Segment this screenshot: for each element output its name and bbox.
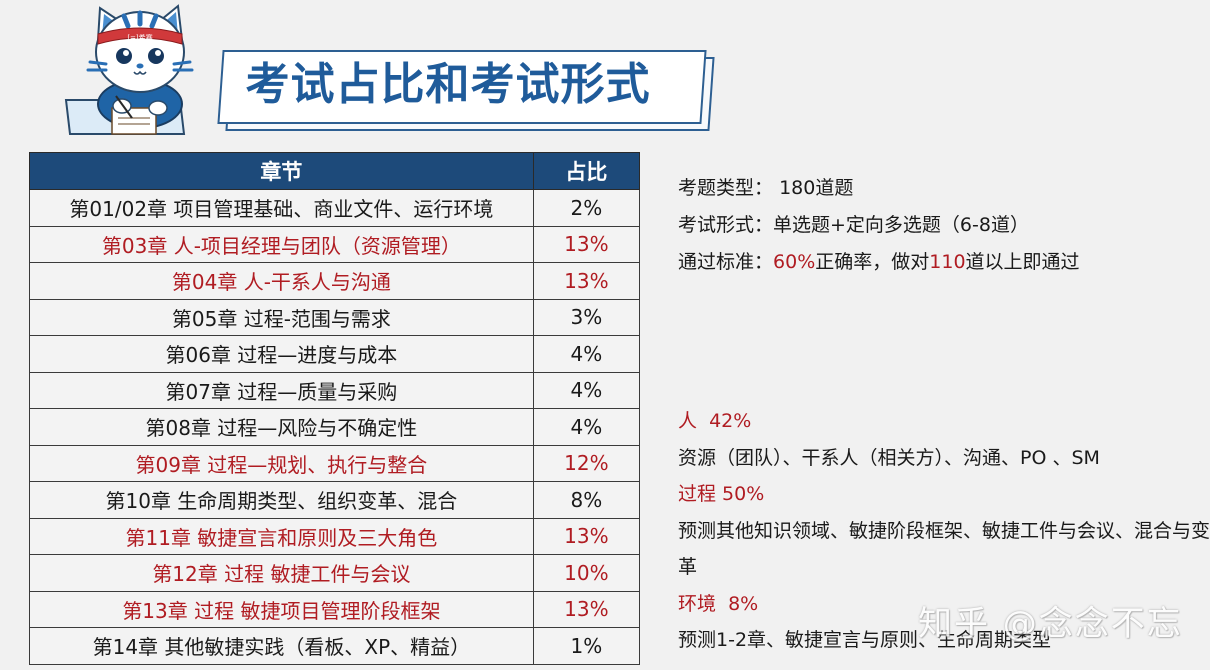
domain-desc-process: 预测其他知识领域、敏捷阶段框架、敏捷工件与会议、混合与变革 <box>678 519 1210 579</box>
table-row: 第13章 过程 敏捷项目管理阶段框架 13% <box>29 590 641 628</box>
percent-cell: 8% <box>532 481 641 519</box>
percent-cell: 3% <box>532 298 641 336</box>
percent-cell: 4% <box>532 408 641 446</box>
table-row: 第14章 其他敏捷实践（看板、XP、精益） 1% <box>29 627 641 665</box>
domain-heading-people: 人 42% <box>678 410 752 432</box>
table-row: 第05章 过程-范围与需求 3% <box>29 298 641 336</box>
chapter-cell: 第12章 过程 敏捷工件与会议 <box>29 554 534 592</box>
percent-cell: 10% <box>532 554 641 592</box>
pass-count: 110 <box>929 251 966 273</box>
pass-standard-label: 通过标准： <box>678 251 774 273</box>
exam-format-value: 单选题+定向多选题（6-8道） <box>773 214 1029 236</box>
percent-cell: 4% <box>532 371 641 409</box>
table-row: 第11章 敏捷宣言和原则及三大角色 13% <box>29 517 641 555</box>
pass-text-2: 道以上即通过 <box>965 251 1080 273</box>
chapter-cell: 第13章 过程 敏捷项目管理阶段框架 <box>29 590 534 628</box>
page-title: 考试占比和考试形式 <box>245 59 651 110</box>
watermark: 知乎 @念念不忘 <box>918 604 1183 644</box>
chapter-cell: 第06章 过程—进度与成本 <box>29 335 534 373</box>
question-type-value: 180道题 <box>779 177 854 199</box>
cat-mascot-icon: [=]希赛 <box>64 4 194 135</box>
chapter-cell: 第03章 人-项目经理与团队（资源管理） <box>29 225 534 263</box>
domain-heading-process: 过程 50% <box>678 483 765 505</box>
domain-desc-environment: 预测1-2章、敏捷宣言与原则、生命周期类型 <box>678 629 1052 651</box>
svg-text:[=]希赛: [=]希赛 <box>127 33 152 42</box>
chapter-cell: 第01/02章 项目管理基础、商业文件、运行环境 <box>29 189 534 227</box>
table-row: 第08章 过程—风险与不确定性 4% <box>29 408 641 446</box>
exam-info: 考题类型： 180道题 考试形式：单选题+定向多选题（6-8道） 通过标准：60… <box>678 170 1080 281</box>
pass-text-1: 正确率，做对 <box>815 251 930 273</box>
table-row: 第09章 过程—规划、执行与整合 12% <box>29 444 641 482</box>
chapter-cell: 第10章 生命周期类型、组织变革、混合 <box>29 481 534 519</box>
chapter-cell: 第11章 敏捷宣言和原则及三大角色 <box>29 517 534 555</box>
chapter-cell: 第04章 人-干系人与沟通 <box>29 262 534 300</box>
table-row: 第01/02章 项目管理基础、商业文件、运行环境 2% <box>29 189 641 227</box>
chapter-cell: 第05章 过程-范围与需求 <box>29 298 534 336</box>
column-header-chapter: 章节 <box>29 152 534 190</box>
percent-cell: 1% <box>532 627 641 665</box>
exam-format-label: 考试形式： <box>678 214 774 236</box>
percent-cell: 13% <box>532 225 641 263</box>
question-type-label: 考题类型： <box>678 177 774 199</box>
table-header-row: 章节 占比 <box>29 152 641 190</box>
table-row: 第12章 过程 敏捷工件与会议 10% <box>29 554 641 592</box>
title-banner: 考试占比和考试形式 [=]希赛 <box>60 0 715 140</box>
percent-cell: 4% <box>532 335 641 373</box>
pass-standard-line: 通过标准：60%正确率，做对110道以上即通过 <box>678 244 1080 281</box>
percent-cell: 13% <box>532 517 641 555</box>
table-row: 第04章 人-干系人与沟通 13% <box>29 262 641 300</box>
percent-cell: 13% <box>532 590 641 628</box>
percent-cell: 12% <box>532 444 641 482</box>
table-row: 第07章 过程—质量与采购 4% <box>29 371 641 409</box>
percent-cell: 13% <box>532 262 641 300</box>
table-row: 第10章 生命周期类型、组织变革、混合 8% <box>29 481 641 519</box>
chapter-cell: 第08章 过程—风险与不确定性 <box>29 408 534 446</box>
percent-cell: 2% <box>532 189 641 227</box>
column-header-percent: 占比 <box>532 152 641 190</box>
chapter-cell: 第14章 其他敏捷实践（看板、XP、精益） <box>29 627 534 665</box>
table-row: 第06章 过程—进度与成本 4% <box>29 335 641 373</box>
question-type-line: 考题类型： 180道题 <box>678 170 1080 207</box>
chapter-cell: 第07章 过程—质量与采购 <box>29 371 534 409</box>
domain-desc-people: 资源（团队）、干系人（相关方）、沟通、PO 、SM <box>678 446 1100 469</box>
domain-heading-environment: 环境 8% <box>678 592 759 615</box>
domain-distribution: 人 42% 资源（团队）、干系人（相关方）、沟通、PO 、SM 过程 50% 预… <box>678 403 1210 659</box>
exam-format-line: 考试形式：单选题+定向多选题（6-8道） <box>678 207 1080 244</box>
chapter-weight-table: 章节 占比 第01/02章 项目管理基础、商业文件、运行环境 2% 第03章 人… <box>29 152 641 665</box>
table-row: 第03章 人-项目经理与团队（资源管理） 13% <box>29 225 641 263</box>
chapter-cell: 第09章 过程—规划、执行与整合 <box>29 444 534 482</box>
pass-rate: 60% <box>773 251 816 273</box>
